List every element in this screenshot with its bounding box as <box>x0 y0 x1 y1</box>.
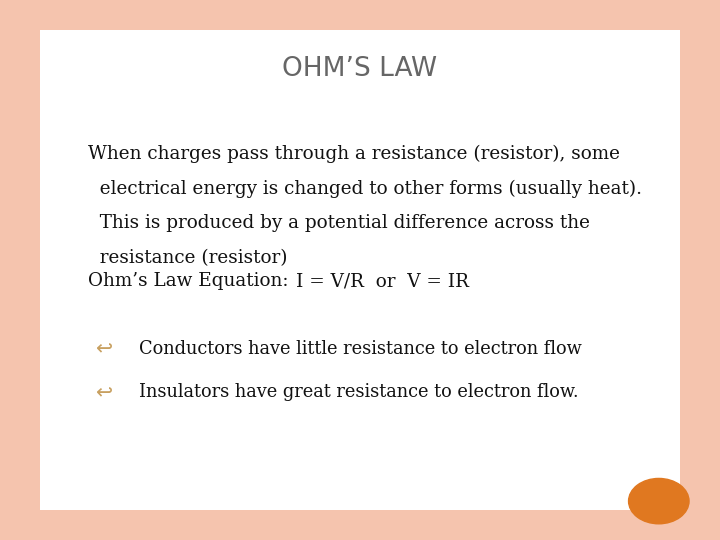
Text: electrical energy is changed to other forms (usually heat).: electrical energy is changed to other fo… <box>88 180 642 198</box>
Text: resistance (resistor): resistance (resistor) <box>88 249 287 267</box>
Text: Insulators have great resistance to electron flow.: Insulators have great resistance to elec… <box>139 383 578 401</box>
Text: This is produced by a potential difference across the: This is produced by a potential differen… <box>88 214 590 232</box>
Text: Ohm’s Law Equation:: Ohm’s Law Equation: <box>88 272 288 291</box>
Text: When charges pass through a resistance (resistor), some: When charges pass through a resistance (… <box>88 145 620 163</box>
Text: Conductors have little resistance to electron flow: Conductors have little resistance to ele… <box>139 340 582 357</box>
Text: ↩: ↩ <box>96 383 113 403</box>
Text: ↩: ↩ <box>96 340 113 360</box>
Text: I = V/R  or  V = IR: I = V/R or V = IR <box>296 272 469 291</box>
Text: OHM’S LAW: OHM’S LAW <box>282 56 438 82</box>
